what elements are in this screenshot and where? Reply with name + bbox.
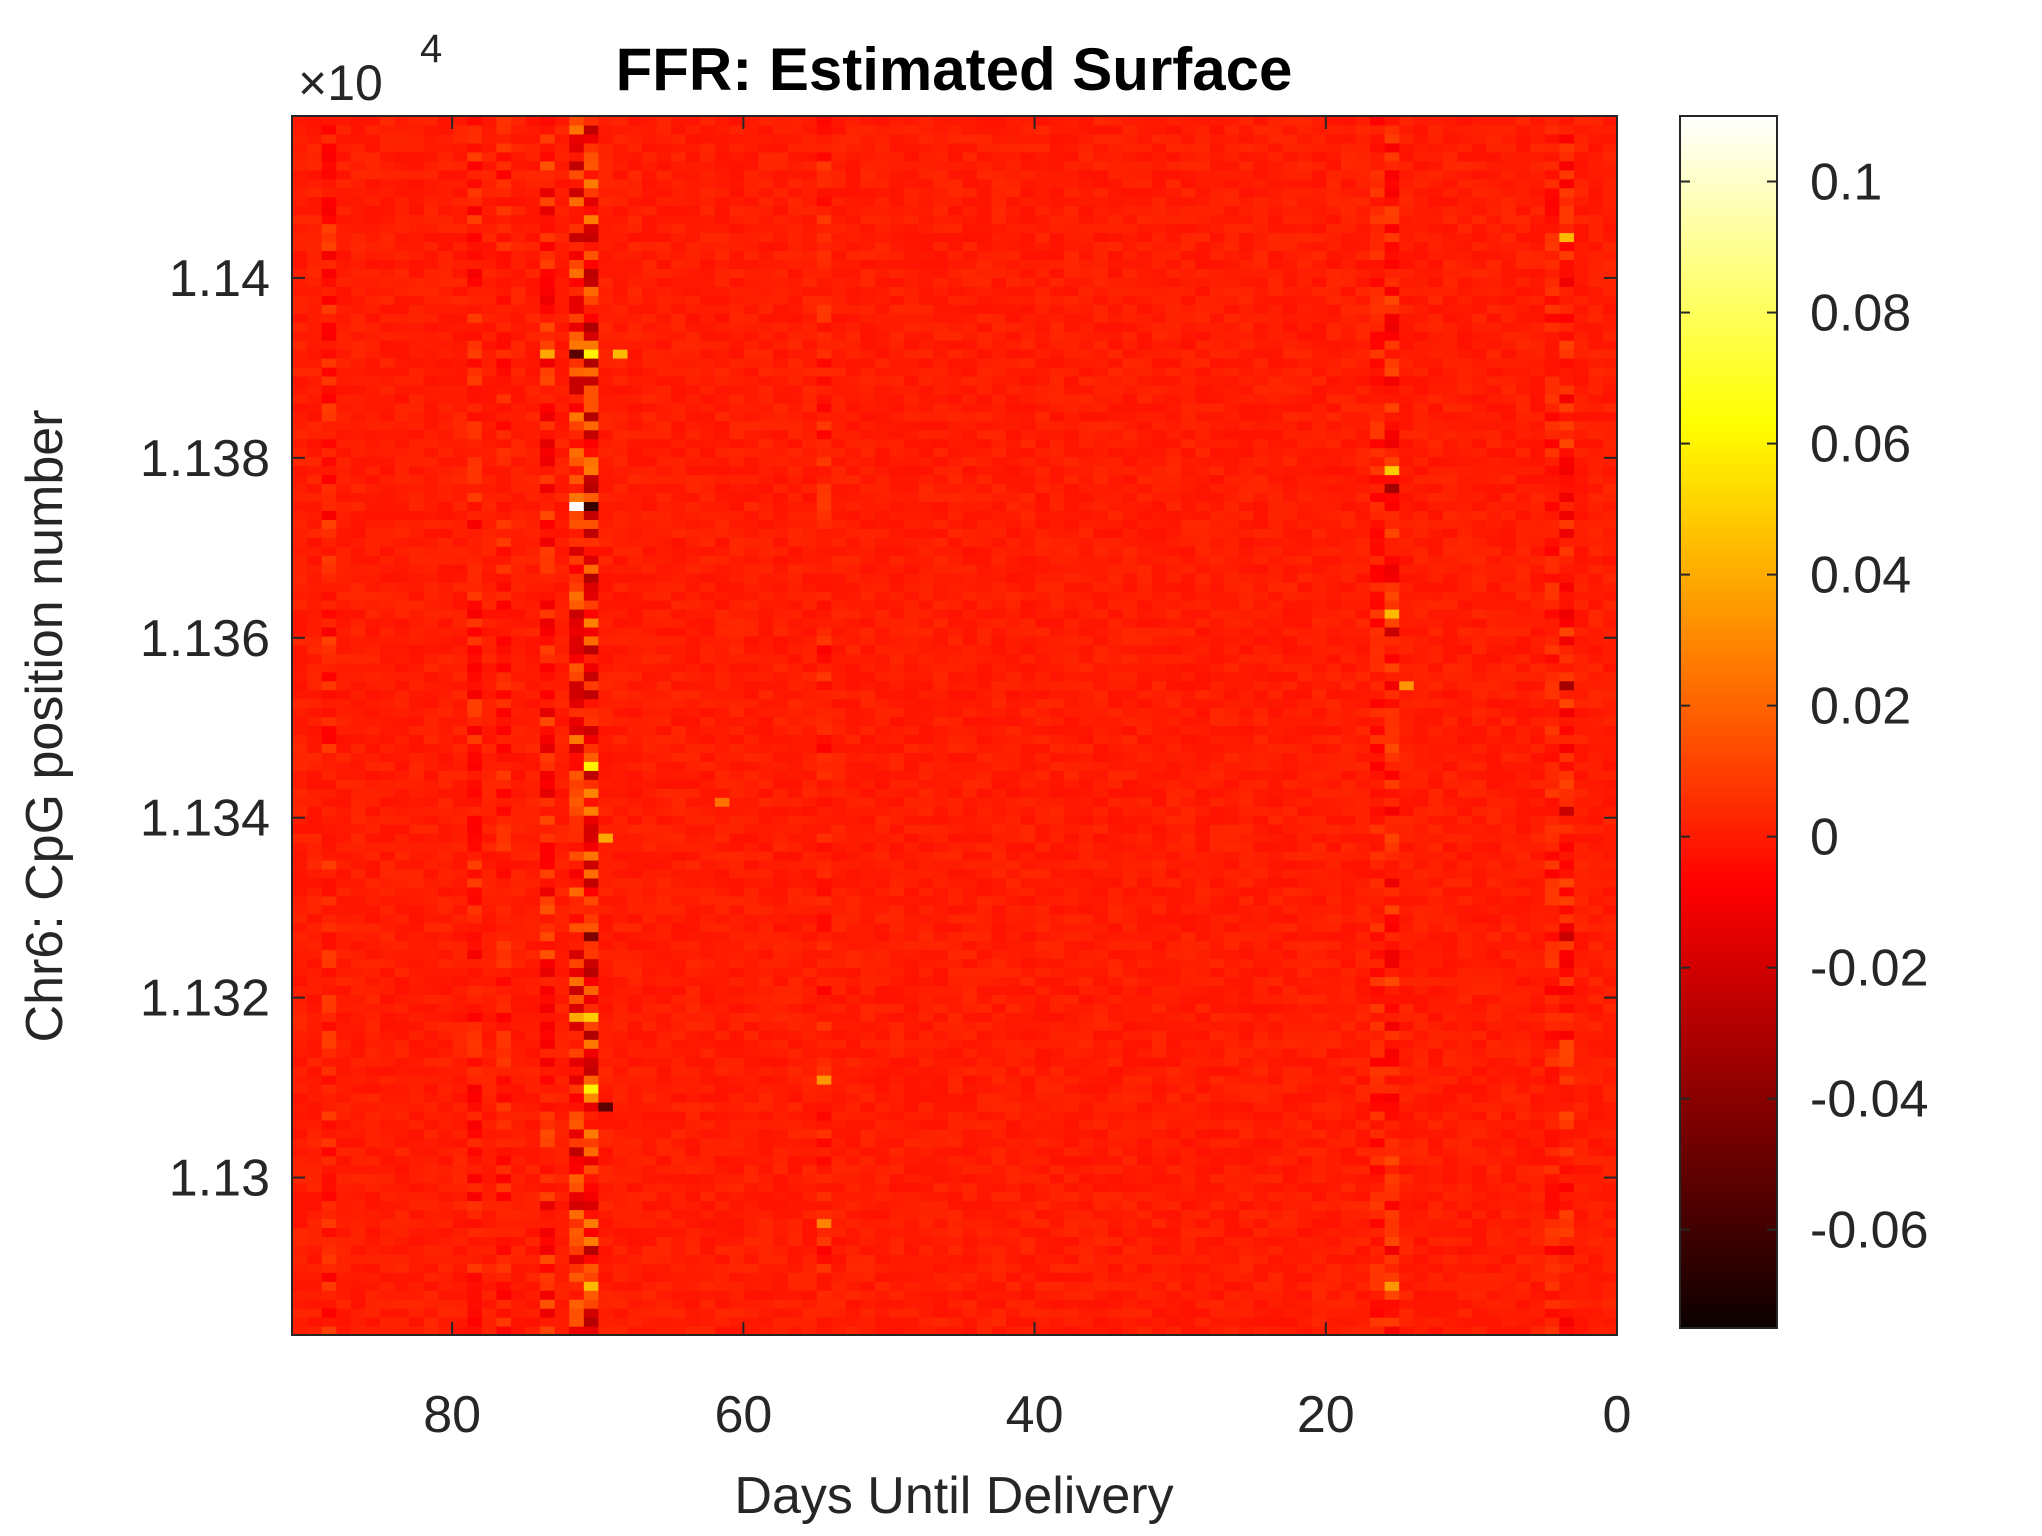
y-tick-label: 1.138 [140,430,270,488]
y-exponent-power: 4 [420,27,442,71]
x-tick-label: 40 [1006,1386,1064,1444]
y-tick-label: 1.134 [140,790,270,848]
x-tick-label: 60 [714,1386,772,1444]
colorbar-tick-label: 0 [1810,809,1839,867]
colorbar-tick-label: 0.02 [1810,678,1911,736]
y-tick-label: 1.136 [140,610,270,668]
y-tick-label: 1.14 [169,250,270,308]
y-exponent-base: ×10 [298,55,383,111]
colorbar-tick-label: 0.08 [1810,285,1911,343]
colorbar-tick-label: 0.1 [1810,154,1882,212]
colorbar [1680,116,1777,1328]
x-tick-label: 0 [1603,1386,1632,1444]
y-tick-label: 1.13 [169,1150,270,1208]
colorbar-tick-label: 0.04 [1810,547,1911,605]
x-tick-label: 80 [423,1386,481,1444]
x-tick-label: 20 [1297,1386,1355,1444]
colorbar-tick-label: -0.02 [1810,940,1929,998]
colorbar-tick-label: -0.04 [1810,1071,1929,1129]
chart-title: FFR: Estimated Surface [616,36,1293,103]
y-axis-label: Chr6: CpG position number [16,410,74,1043]
colorbar-tick-label: -0.06 [1810,1202,1929,1260]
colorbar-tick-label: 0.06 [1810,416,1911,474]
y-tick-label: 1.132 [140,970,270,1028]
x-axis-label: Days Until Delivery [734,1467,1173,1525]
y-exponent-label: ×10 4 [298,27,442,111]
heatmap-cells [292,116,1618,1336]
